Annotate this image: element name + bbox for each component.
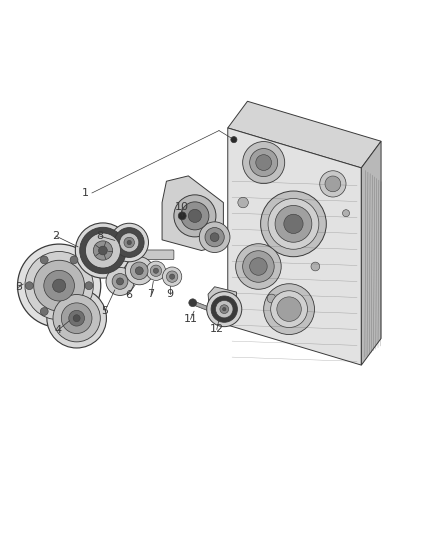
Text: 9: 9 xyxy=(166,289,173,298)
Ellipse shape xyxy=(85,282,93,289)
Ellipse shape xyxy=(80,227,126,274)
Ellipse shape xyxy=(117,278,124,285)
Ellipse shape xyxy=(256,155,272,171)
Ellipse shape xyxy=(236,244,281,289)
Ellipse shape xyxy=(271,290,307,328)
Ellipse shape xyxy=(325,176,341,192)
FancyBboxPatch shape xyxy=(67,250,174,260)
Text: 4: 4 xyxy=(55,325,62,335)
Ellipse shape xyxy=(220,305,229,313)
Ellipse shape xyxy=(53,295,100,342)
Ellipse shape xyxy=(73,314,80,322)
Ellipse shape xyxy=(18,244,101,327)
Ellipse shape xyxy=(261,191,326,257)
Ellipse shape xyxy=(215,301,233,318)
Ellipse shape xyxy=(243,251,274,282)
Ellipse shape xyxy=(131,262,148,279)
Ellipse shape xyxy=(174,195,216,237)
Ellipse shape xyxy=(61,303,92,334)
Ellipse shape xyxy=(181,202,209,230)
Ellipse shape xyxy=(110,223,148,262)
Ellipse shape xyxy=(125,257,153,285)
Text: 1: 1 xyxy=(82,189,89,198)
Polygon shape xyxy=(361,141,381,365)
Polygon shape xyxy=(208,287,237,322)
Ellipse shape xyxy=(150,265,162,277)
Ellipse shape xyxy=(188,209,201,222)
Ellipse shape xyxy=(170,274,175,279)
Ellipse shape xyxy=(85,233,120,268)
Ellipse shape xyxy=(47,288,106,348)
Ellipse shape xyxy=(93,241,113,260)
Ellipse shape xyxy=(320,171,346,197)
Ellipse shape xyxy=(114,228,144,257)
Ellipse shape xyxy=(153,268,159,273)
Ellipse shape xyxy=(243,142,285,183)
Ellipse shape xyxy=(135,267,143,274)
Ellipse shape xyxy=(25,252,93,320)
Ellipse shape xyxy=(120,233,139,252)
Ellipse shape xyxy=(199,222,230,253)
Ellipse shape xyxy=(75,223,131,278)
Text: 12: 12 xyxy=(210,325,224,334)
Ellipse shape xyxy=(207,292,242,327)
Ellipse shape xyxy=(25,282,33,289)
Ellipse shape xyxy=(69,310,85,326)
Polygon shape xyxy=(228,101,381,168)
Text: 6: 6 xyxy=(125,290,132,300)
Polygon shape xyxy=(162,176,223,251)
Ellipse shape xyxy=(53,279,66,292)
Ellipse shape xyxy=(250,258,267,275)
Ellipse shape xyxy=(40,256,48,264)
Ellipse shape xyxy=(211,296,237,322)
Text: 8: 8 xyxy=(96,231,103,241)
Ellipse shape xyxy=(124,237,134,248)
Ellipse shape xyxy=(99,246,107,255)
Ellipse shape xyxy=(178,212,186,220)
Ellipse shape xyxy=(146,261,166,280)
Ellipse shape xyxy=(189,299,197,306)
Ellipse shape xyxy=(267,294,276,303)
Ellipse shape xyxy=(311,262,320,271)
Text: 7: 7 xyxy=(148,289,155,299)
Ellipse shape xyxy=(275,205,312,243)
Ellipse shape xyxy=(284,214,303,233)
Text: 5: 5 xyxy=(102,306,109,316)
Text: 10: 10 xyxy=(175,202,189,212)
Ellipse shape xyxy=(277,297,301,321)
Ellipse shape xyxy=(264,284,314,335)
Ellipse shape xyxy=(162,267,182,286)
Ellipse shape xyxy=(34,260,85,311)
Ellipse shape xyxy=(268,198,319,249)
Ellipse shape xyxy=(205,228,224,247)
Ellipse shape xyxy=(250,149,278,176)
Ellipse shape xyxy=(44,270,74,301)
Ellipse shape xyxy=(166,271,178,282)
Ellipse shape xyxy=(223,308,226,311)
Ellipse shape xyxy=(231,136,237,143)
Ellipse shape xyxy=(40,308,48,316)
Ellipse shape xyxy=(70,256,78,264)
Ellipse shape xyxy=(70,308,78,316)
Text: 2: 2 xyxy=(53,231,60,241)
Ellipse shape xyxy=(127,240,131,245)
Ellipse shape xyxy=(343,209,350,217)
Ellipse shape xyxy=(106,268,134,295)
Polygon shape xyxy=(228,128,361,365)
Text: 3: 3 xyxy=(15,282,22,292)
Ellipse shape xyxy=(210,233,219,241)
Ellipse shape xyxy=(112,273,128,289)
Text: 11: 11 xyxy=(184,314,198,324)
Ellipse shape xyxy=(238,197,248,208)
